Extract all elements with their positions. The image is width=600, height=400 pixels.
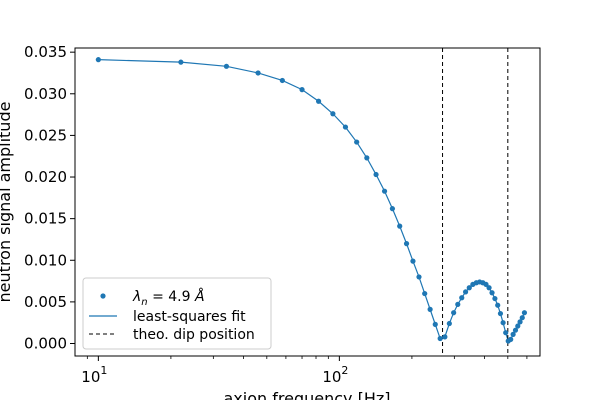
data-point (432, 321, 438, 327)
x-tick-label: 101 (81, 364, 107, 386)
data-point (437, 335, 443, 342)
data-point (403, 241, 410, 247)
data-point (373, 171, 379, 178)
x-axis-label: axion frequency [Hz] (224, 389, 391, 400)
legend-label-data: λn = 4.9 Å (132, 288, 205, 308)
y-tick-label: 0.030 (24, 85, 67, 103)
legend-label-fit: least-squares fit (133, 309, 246, 325)
data-point (515, 323, 521, 329)
legend: λn = 4.9 Å least-squares fit theo. dip p… (82, 277, 272, 350)
data-point (486, 285, 492, 291)
y-tick-label: 0.005 (24, 293, 67, 311)
data-point (397, 223, 403, 229)
y-axis-label: neutron signal amplitude (0, 102, 14, 303)
data-point (455, 301, 461, 307)
y-tick-label: 0.025 (24, 126, 67, 144)
data-point (512, 327, 519, 333)
data-point (508, 336, 514, 342)
data-point (299, 87, 305, 93)
legend-label-dip: theo. dip position (133, 327, 255, 343)
y-tick-label: 0.015 (24, 210, 67, 228)
data-point (466, 285, 472, 291)
data-point (279, 77, 285, 84)
data-point (517, 319, 523, 325)
legend-box (82, 277, 272, 350)
data-point (483, 281, 489, 288)
data-point (451, 310, 457, 316)
data-point (416, 274, 422, 280)
data-point (95, 57, 101, 63)
data-point (364, 155, 370, 161)
y-axis: 0.000 0.005 0.010 0.015 0.020 0.025 0.030 0.035 (24, 43, 75, 353)
data-point (519, 315, 525, 321)
plot-area (95, 48, 528, 356)
data-point (442, 334, 448, 340)
data-point (500, 320, 506, 326)
x-axis: 101 102 (81, 356, 348, 386)
data-point (255, 70, 261, 76)
data-point (354, 139, 360, 145)
data-point (330, 111, 336, 117)
data-point (489, 290, 495, 296)
y-tick-label: 0.000 (24, 335, 67, 353)
data-point (389, 206, 396, 212)
x-axis-minor-ticks (86, 356, 528, 359)
x-tick-label: 102 (322, 364, 348, 386)
data-point (446, 320, 452, 327)
y-tick-label: 0.020 (24, 168, 67, 186)
data-point (462, 289, 469, 295)
y-tick-label: 0.010 (24, 251, 67, 269)
data-point (381, 188, 388, 194)
data-point (427, 306, 433, 312)
data-point (315, 98, 322, 104)
data-point (422, 290, 428, 297)
data-point (342, 124, 349, 130)
data-point (495, 302, 501, 308)
data-point (510, 331, 516, 337)
data-point (459, 295, 465, 301)
plot-frame (74, 47, 541, 357)
data-point (497, 310, 504, 317)
data-point (178, 59, 184, 65)
legend-marker-data (100, 293, 106, 299)
data-point (410, 258, 416, 264)
data-point (521, 310, 528, 316)
data-point (503, 330, 509, 336)
data-point (492, 295, 498, 302)
y-tick-label: 0.035 (24, 43, 67, 61)
data-point (223, 63, 230, 69)
